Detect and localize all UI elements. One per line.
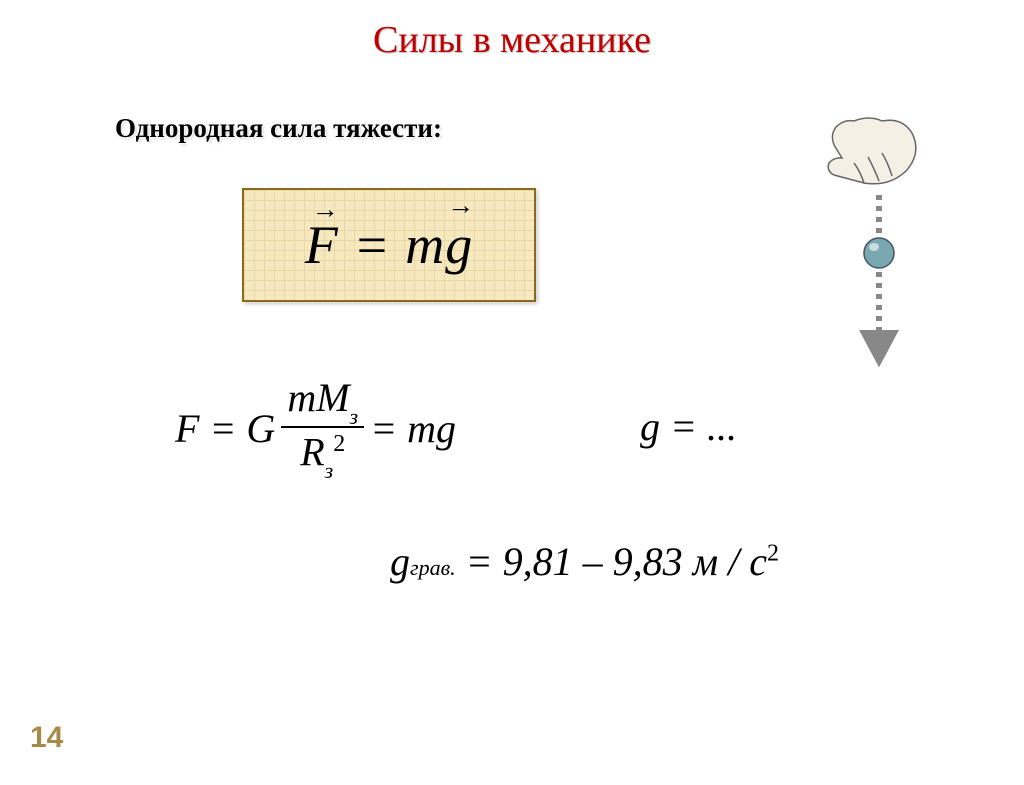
vector-F: F <box>305 214 339 276</box>
g-equals: g = ... <box>640 403 737 450</box>
fraction: mMз Rз2 <box>281 378 364 478</box>
ball-icon <box>864 238 894 268</box>
hand-icon <box>828 118 916 184</box>
falling-ball-diagram <box>794 113 964 373</box>
newton-gravity-formula: F = G mMз Rз2 = mg <box>175 378 456 478</box>
g-gravitational-value: gграв. = 9,81 – 9,83 м / с2 <box>390 538 779 585</box>
subtitle: Однородная сила тяжести: <box>115 113 442 144</box>
page-number: 14 <box>30 721 63 755</box>
vector-g: g <box>445 214 473 276</box>
main-formula-box: F = mg <box>242 188 536 302</box>
main-formula: F = mg <box>305 214 473 276</box>
gravity-arrow-icon <box>864 195 894 361</box>
slide-title: Силы в механике <box>0 18 1024 62</box>
